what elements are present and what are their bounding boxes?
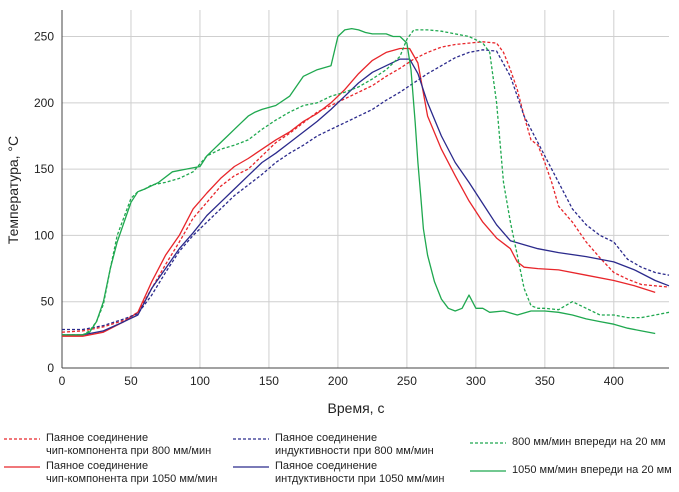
legend-item-4: Паяное соединение интдуктивности при 105… bbox=[233, 460, 444, 486]
x-tick-label: 100 bbox=[190, 374, 210, 388]
y-tick-labels: 0 50 100 150 200 250 bbox=[34, 30, 54, 375]
legend-swatch bbox=[470, 436, 506, 449]
legend-label: 800 мм/мин впереди на 20 мм bbox=[512, 436, 666, 448]
legend-swatch bbox=[470, 464, 506, 477]
x-tick-labels: 0 50 100 150 200 250 300 350 400 bbox=[59, 374, 624, 388]
series-line-2 bbox=[62, 47, 656, 337]
y-axis-label: Температура, °C bbox=[5, 136, 21, 244]
x-tick-label: 300 bbox=[466, 374, 486, 388]
series-line-4 bbox=[62, 58, 670, 336]
legend-label: Паяное соединение интдуктивности при 105… bbox=[275, 460, 445, 485]
legend-label: 1050 мм/мин впереди на 20 мм bbox=[512, 464, 672, 476]
series-line-3 bbox=[62, 49, 670, 331]
legend-item-3: Паяное соединение индуктивности при 800 … bbox=[233, 432, 434, 458]
y-tick-label: 250 bbox=[34, 30, 54, 44]
x-tick-label: 50 bbox=[124, 374, 138, 388]
x-tick-label: 200 bbox=[328, 374, 348, 388]
y-tick-label: 100 bbox=[34, 228, 54, 242]
legend-swatch bbox=[233, 432, 269, 445]
legend-item-6: 1050 мм/мин впереди на 20 мм bbox=[470, 464, 672, 477]
series-line-1 bbox=[61, 41, 670, 333]
legend-swatch bbox=[4, 460, 40, 473]
legend-label: Паяное соединение индуктивности при 800 … bbox=[275, 432, 434, 457]
legend-swatch bbox=[4, 432, 40, 445]
axes bbox=[61, 10, 669, 369]
x-tick-label: 150 bbox=[259, 374, 279, 388]
x-tick-label: 400 bbox=[604, 374, 624, 388]
y-tick-label: 200 bbox=[34, 96, 54, 110]
x-axis-label: Время, с bbox=[328, 400, 385, 416]
series-line-5 bbox=[62, 29, 670, 336]
legend-label: Паяное соединение чип-компонента при 105… bbox=[46, 460, 218, 485]
legend-swatch bbox=[233, 460, 269, 473]
legend-item-2: Паяное соединение чип-компонента при 105… bbox=[4, 460, 217, 486]
y-tick-label: 50 bbox=[41, 295, 55, 309]
y-tick-label: 0 bbox=[47, 361, 54, 375]
series-line-6 bbox=[62, 27, 656, 336]
y-tick-label: 150 bbox=[34, 162, 54, 176]
legend-label: Паяное соединение чип-компонента при 800… bbox=[46, 432, 212, 457]
x-tick-label: 350 bbox=[535, 374, 555, 388]
x-tick-label: 0 bbox=[59, 374, 66, 388]
grid-lines bbox=[62, 10, 669, 368]
legend-item-5: 800 мм/мин впереди на 20 мм bbox=[470, 436, 666, 449]
legend-item-1: Паяное соединение чип-компонента при 800… bbox=[4, 432, 211, 458]
series-lines bbox=[61, 27, 670, 337]
x-tick-label: 250 bbox=[397, 374, 417, 388]
